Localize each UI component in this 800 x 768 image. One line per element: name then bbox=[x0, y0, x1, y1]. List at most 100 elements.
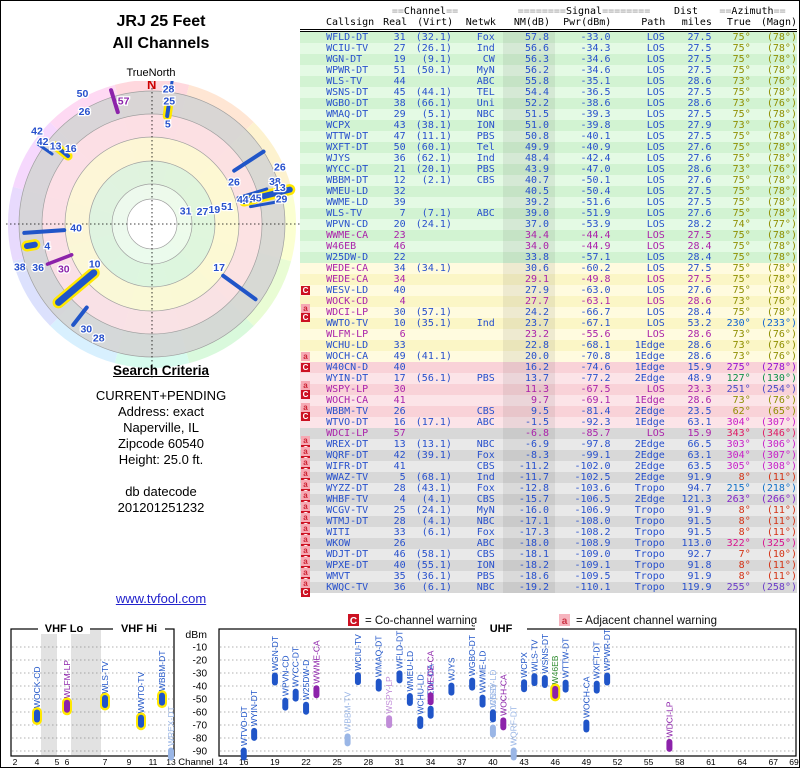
real-channel-cell: 33 bbox=[393, 340, 406, 351]
table-row: a C WDCI-LP 30 (57.1) 24.2 -66.7 LOS 28.4 75° (78°… bbox=[300, 303, 797, 322]
table-row: aCWPXE-DT40(55.1)ION-18.2-109.1Tropo91.8… bbox=[300, 556, 797, 575]
nm-db-cell: 56.6 bbox=[502, 43, 556, 54]
real-channel-cell: 12 bbox=[393, 175, 406, 186]
radar-channel-label: 31 bbox=[180, 206, 192, 218]
group-header-channel: ==Channel== bbox=[391, 6, 459, 17]
radar-marker bbox=[22, 228, 67, 235]
co-channel-legend-icon bbox=[348, 614, 359, 626]
virtual-channel-cell: (24.1) bbox=[415, 219, 452, 230]
real-channel-cell: 22 bbox=[393, 252, 406, 263]
virtual-channel-cell: (44.1) bbox=[415, 87, 452, 98]
distance-cell: 27.6 bbox=[687, 208, 712, 219]
path-cell: 2Edge bbox=[634, 472, 665, 483]
power-dbm-cell: -70.8 bbox=[580, 351, 611, 362]
radar-marker bbox=[248, 200, 280, 209]
table-row: WLFM-LP 6 23.2 -55.6 LOS 28.6 73° (76°) bbox=[300, 329, 797, 340]
azimuth-true-cell: 75° bbox=[732, 65, 751, 76]
table-row: WJYS 36 (62.1) Ind 48.4 -42.4 LOS 27.6 75° (78°) bbox=[300, 153, 797, 164]
radar-marker bbox=[232, 149, 266, 173]
station-label: W25DW-D bbox=[301, 660, 311, 700]
nm-db-cell: -1.5 bbox=[502, 417, 556, 428]
distance-cell: 28.6 bbox=[687, 76, 712, 87]
table-row: W25DW-D 22 33.8 -57.1 LOS 28.4 75° (78°) bbox=[300, 252, 797, 263]
x-tick-label: 28 bbox=[364, 757, 374, 767]
nm-db-cell: 39.0 bbox=[502, 208, 556, 219]
path-cell: LOS bbox=[646, 285, 665, 296]
power-dbm-cell: -40.9 bbox=[580, 142, 611, 153]
path-cell: LOS bbox=[646, 252, 665, 263]
table-row: a WOCH-CA 49 (41.1) 20.0 -70.8 1Edge 28.6 73° (76… bbox=[300, 351, 797, 362]
azimuth-magn-cell: (78°) bbox=[766, 252, 797, 263]
power-dbm-cell: -51.9 bbox=[580, 208, 611, 219]
vhf-lo-title: VHF Lo bbox=[45, 623, 84, 635]
azimuth-magn-cell: (10°) bbox=[766, 549, 797, 560]
real-channel-cell: 47 bbox=[393, 131, 406, 142]
title-backplate bbox=[113, 623, 165, 634]
title-backplate bbox=[38, 623, 90, 634]
table-row: WTVO-DT 16 (17.1) ABC -1.5 -92.3 1Edge 63.1 304°… bbox=[300, 417, 797, 428]
azimuth-magn-cell: (78°) bbox=[766, 241, 797, 252]
azimuth-true-cell: 75° bbox=[732, 153, 751, 164]
tvfool-link[interactable]: www.tvfool.com bbox=[115, 591, 207, 606]
nm-db-cell: 57.8 bbox=[502, 32, 556, 43]
power-dbm-cell: -39.8 bbox=[580, 120, 611, 131]
azimuth-true-cell: 275° bbox=[726, 362, 751, 373]
real-channel-cell: 5 bbox=[399, 472, 406, 483]
adjacent-channel-warning-icon: a bbox=[301, 512, 310, 522]
power-dbm-cell: -63.1 bbox=[580, 296, 611, 307]
azimuth-magn-cell: (78°) bbox=[766, 274, 797, 285]
x-tick-label: 61 bbox=[706, 757, 716, 767]
station-label: WWME-LD bbox=[478, 651, 488, 694]
uhf-title: UHF bbox=[490, 623, 513, 635]
signal-strength-chart: C = Co-channel warning a = Adjacent channel… bbox=[10, 614, 799, 767]
radar-channel-label: 57 bbox=[118, 96, 130, 108]
path-cell: LOS bbox=[646, 131, 665, 142]
callsign-cell: WWME-CA bbox=[326, 230, 369, 241]
nm-db-cell: -11.7 bbox=[502, 472, 556, 483]
adjacent-channel-warning-icon: a bbox=[301, 490, 310, 500]
distance-cell: 27.5 bbox=[687, 230, 712, 241]
radar-channel-label: 30 bbox=[80, 324, 92, 336]
power-dbm-cell: -60.2 bbox=[580, 263, 611, 274]
no-channel-band bbox=[41, 630, 57, 755]
callsign-cell: WDCI-LP bbox=[326, 307, 369, 318]
station-label: WXFT-DT bbox=[592, 641, 602, 679]
callsign-cell: WPVN-CD bbox=[326, 219, 369, 230]
radar-channel-label: 38 bbox=[269, 176, 281, 188]
real-channel-cell: 25 bbox=[393, 505, 406, 516]
real-channel-cell: 40 bbox=[393, 560, 406, 571]
azimuth-true-cell: 251° bbox=[726, 384, 751, 395]
distance-cell: 27.5 bbox=[687, 87, 712, 98]
distance-cell: 27.5 bbox=[687, 131, 712, 142]
table-row: WCIU-TV 27 (26.1) Ind 56.6 -34.3 LOS 27.5 75° (78… bbox=[300, 43, 797, 54]
callsign-cell: WCIU-TV bbox=[326, 43, 369, 54]
path-cell: LOS bbox=[646, 384, 665, 395]
table-row: W46EB 46 34.0 -44.9 LOS 28.4 75° (78°) bbox=[300, 241, 797, 252]
radar-channel-label: 36 bbox=[32, 262, 44, 274]
network-cell: CBS bbox=[476, 406, 495, 417]
table-row: aCWQRF-DT42(39.1)Fox-8.3-99.12Edge63.130… bbox=[300, 446, 797, 465]
nm-db-cell: -11.2 bbox=[502, 461, 556, 472]
real-channel-cell: 4 bbox=[399, 296, 406, 307]
table-row: WWME-LD 39 39.2 -51.6 LOS 27.5 75° (78°) bbox=[300, 197, 797, 208]
distance-cell: 119.9 bbox=[681, 582, 712, 593]
virtual-channel-cell: (6.1) bbox=[421, 582, 452, 593]
azimuth-magn-cell: (78°) bbox=[766, 43, 797, 54]
distance-cell: 27.9 bbox=[687, 120, 712, 131]
adjacent-channel-legend-symbol: a bbox=[562, 616, 568, 627]
table-row: WEDE-CA 34 29.1 -49.8 LOS 27.5 75° (78°) bbox=[300, 274, 797, 285]
table-row: WYIN-DT 17 (56.1) PBS 13.7 -77.2 2Edge 48.9 127°… bbox=[300, 373, 797, 384]
network-cell: CBS bbox=[476, 175, 495, 186]
nm-db-cell: 29.1 bbox=[502, 274, 556, 285]
distance-cell: 91.9 bbox=[687, 571, 712, 582]
callsign-cell: WWTO-TV bbox=[326, 318, 369, 329]
real-channel-cell: 33 bbox=[393, 527, 406, 538]
power-dbm-cell: -97.8 bbox=[580, 439, 611, 450]
nm-db-cell: 20.0 bbox=[502, 351, 556, 362]
azimuth-true-cell: 75° bbox=[732, 43, 751, 54]
x-tick-label: 6 bbox=[65, 757, 70, 767]
virtual-channel-cell: (13.1) bbox=[415, 439, 452, 450]
power-dbm-cell: -67.5 bbox=[580, 384, 611, 395]
callsign-cell: WYIN-DT bbox=[326, 373, 369, 384]
power-dbm-cell: -66.7 bbox=[580, 307, 611, 318]
